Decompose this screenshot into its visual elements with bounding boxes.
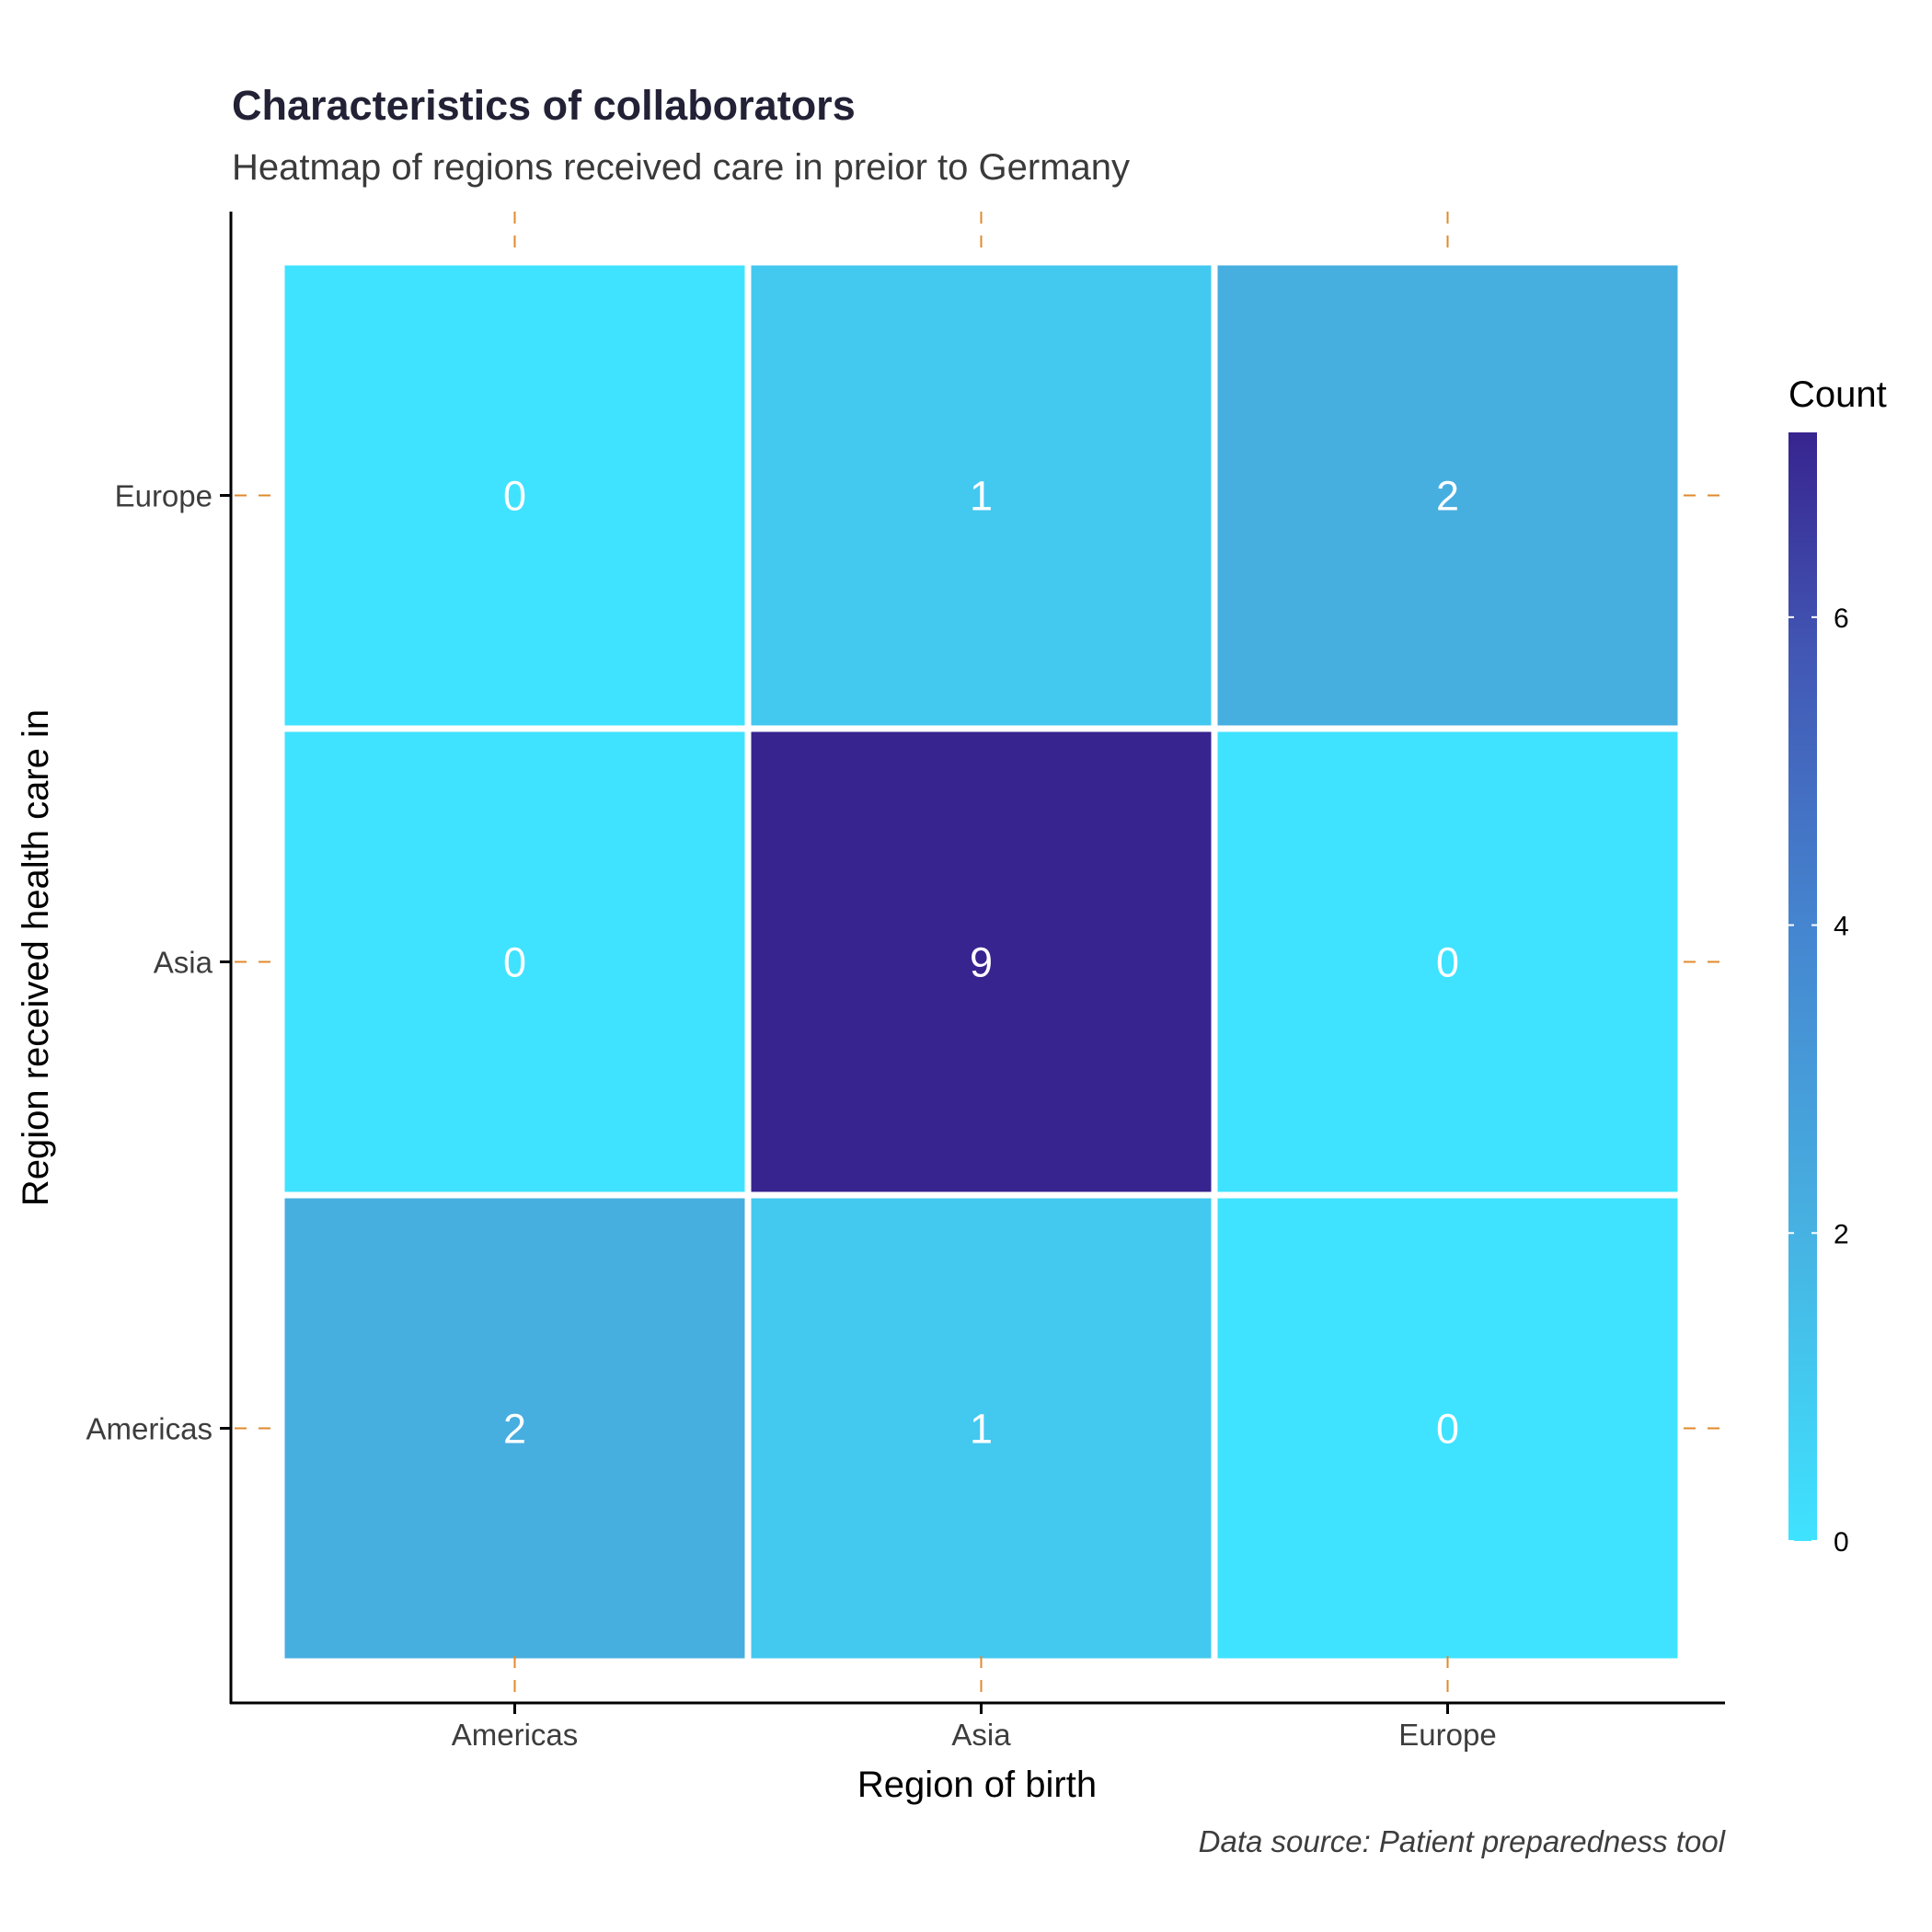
cell-value-label: 0 <box>503 473 526 520</box>
heatmap-cell <box>751 265 1212 726</box>
y-tick-label: Europe <box>115 479 213 513</box>
chart-subtitle: Heatmap of regions received care in prei… <box>232 147 1130 188</box>
heatmap-cell <box>1217 1198 1678 1659</box>
cell-value-label: 9 <box>970 939 993 986</box>
legend-tick-label: 4 <box>1834 912 1849 942</box>
heatmap-cells: 0 1 2 0 9 0 2 1 0 <box>284 265 1678 1659</box>
legend-tick-label: 6 <box>1834 604 1849 634</box>
tick-marks <box>220 212 1725 1714</box>
color-legend: Count 0 2 4 6 <box>1788 374 1887 1558</box>
cell-value-label: 0 <box>503 939 526 986</box>
legend-tick-label: 0 <box>1834 1527 1849 1558</box>
y-tick-label: Americas <box>86 1412 213 1446</box>
x-tick-label: Americas <box>452 1718 579 1752</box>
axis-tick-labels: Americas Asia Europe Americas Asia Europe <box>86 479 1496 1753</box>
cell-value-label: 0 <box>1436 939 1459 986</box>
y-tick-label: Asia <box>154 946 213 980</box>
heatmap-cell <box>284 1198 745 1659</box>
cell-value-label: 1 <box>970 1406 993 1453</box>
x-tick-label: Europe <box>1398 1718 1496 1752</box>
legend-title: Count <box>1788 374 1887 415</box>
chart-title: Characteristics of collaborators <box>232 82 856 129</box>
legend-tick-label: 2 <box>1834 1219 1849 1249</box>
heatmap-cell <box>1217 265 1678 726</box>
cell-value-label: 0 <box>1436 1406 1459 1453</box>
heatmap-cell <box>284 731 745 1192</box>
heatmap-cell <box>751 1198 1212 1659</box>
heatmap-cell <box>1217 731 1678 1192</box>
x-tick-label: Asia <box>951 1718 1011 1752</box>
heatmap-cell <box>284 265 745 726</box>
y-axis-title: Region received health care in <box>16 709 56 1206</box>
legend-colorbar <box>1788 432 1817 1541</box>
heatmap-cell <box>751 731 1212 1192</box>
cell-value-label: 1 <box>970 473 993 520</box>
cell-value-label: 2 <box>1436 473 1459 520</box>
data-source-caption: Data source: Patient preparedness tool <box>1199 1824 1727 1858</box>
x-axis-title: Region of birth <box>857 1765 1097 1805</box>
cell-value-label: 2 <box>503 1406 526 1453</box>
